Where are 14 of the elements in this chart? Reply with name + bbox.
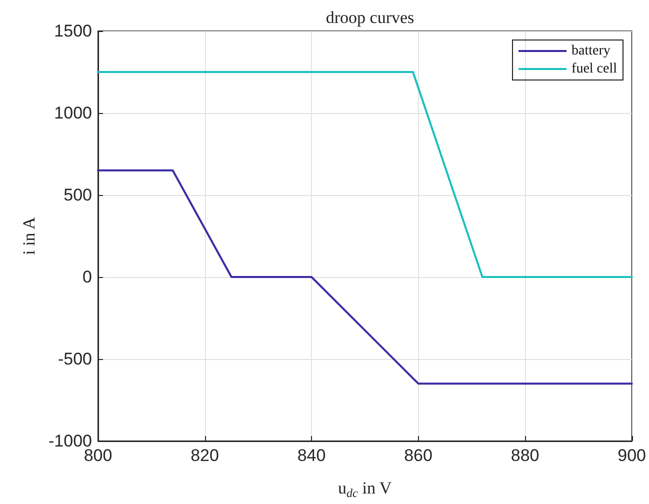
chart-title: droop curves <box>326 8 414 27</box>
x-tick-label: 880 <box>510 446 540 465</box>
y-tick-label: 0 <box>82 268 92 286</box>
x-tick-label: 900 <box>618 446 646 465</box>
x-tick-label: 840 <box>297 446 326 465</box>
x-tick-label: 820 <box>190 446 219 465</box>
y-axis-title: i in A <box>20 216 39 255</box>
legend-label: battery <box>572 44 610 58</box>
legend-label: fuel cell <box>572 62 618 76</box>
x-tick-label: 860 <box>404 446 432 465</box>
y-tick-label: 1000 <box>54 104 92 122</box>
y-tick-label: 500 <box>64 186 92 204</box>
y-tick-label: -500 <box>58 350 92 368</box>
y-tick-label: 1500 <box>54 22 92 40</box>
